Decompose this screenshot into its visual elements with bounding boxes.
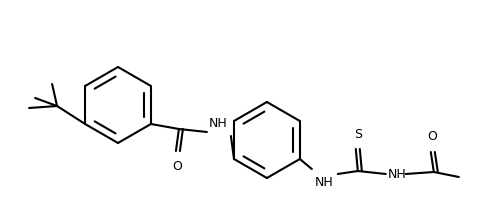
Text: NH: NH [209, 117, 228, 130]
Text: O: O [172, 160, 182, 173]
Text: NH: NH [315, 176, 334, 189]
Text: O: O [427, 130, 437, 143]
Text: NH: NH [388, 167, 407, 181]
Text: S: S [354, 128, 362, 141]
